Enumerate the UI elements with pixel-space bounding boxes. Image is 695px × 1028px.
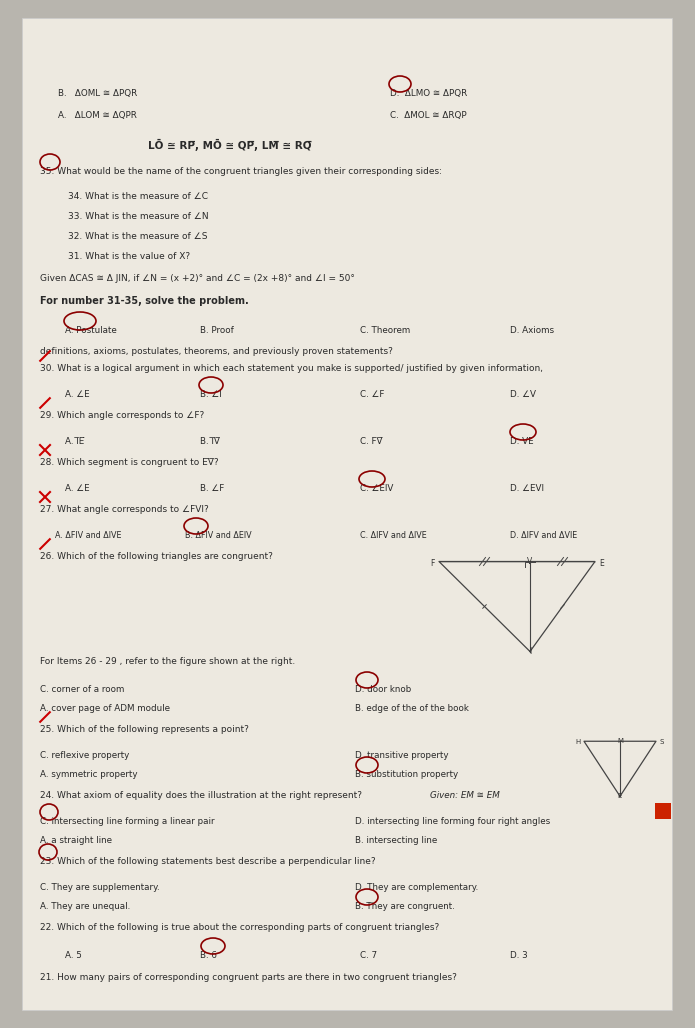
Text: A. ΔFIV and ΔIVE: A. ΔFIV and ΔIVE <box>55 531 122 540</box>
Text: B. ∠I: B. ∠I <box>200 390 222 399</box>
Text: B. 6: B. 6 <box>200 951 217 960</box>
Text: A. symmetric property: A. symmetric property <box>40 770 138 779</box>
Text: I: I <box>529 647 531 656</box>
Text: C. ∠F: C. ∠F <box>360 390 384 399</box>
Text: B. edge of the of the book: B. edge of the of the book <box>355 704 469 713</box>
Text: C. 7: C. 7 <box>360 951 377 960</box>
Text: C. They are supplementary.: C. They are supplementary. <box>40 883 160 892</box>
Text: 27. What angle corresponds to ∠FVI?: 27. What angle corresponds to ∠FVI? <box>40 505 208 514</box>
Text: A. ∠E: A. ∠E <box>65 484 90 493</box>
Text: S: S <box>659 739 663 745</box>
Text: 31. What is the value of X?: 31. What is the value of X? <box>68 252 190 261</box>
Text: B. I̅V̅: B. I̅V̅ <box>200 437 220 446</box>
Text: Given: EM ≅ EM: Given: EM ≅ EM <box>430 791 500 800</box>
Text: C. Theorem: C. Theorem <box>360 326 410 335</box>
Text: 32. What is the measure of ∠S: 32. What is the measure of ∠S <box>68 232 208 241</box>
Text: D. 3: D. 3 <box>510 951 528 960</box>
Text: 23. Which of the following statements best describe a perpendicular line?: 23. Which of the following statements be… <box>40 857 375 866</box>
Text: 29. Which angle corresponds to ∠F?: 29. Which angle corresponds to ∠F? <box>40 411 204 420</box>
Text: 21. How many pairs of corresponding congruent parts are there in two congruent t: 21. How many pairs of corresponding cong… <box>40 972 457 982</box>
Text: A.   ΔLOM ≅ ΔQPR: A. ΔLOM ≅ ΔQPR <box>58 111 137 120</box>
Text: H: H <box>575 739 581 745</box>
Text: A. a straight line: A. a straight line <box>40 836 112 845</box>
Text: D. door knob: D. door knob <box>355 685 411 694</box>
Text: LŌ ≅ RP̅, MŌ ≅ QP̅, LM̅ ≅ RQ̅: LŌ ≅ RP̅, MŌ ≅ QP̅, LM̅ ≅ RQ̅ <box>148 139 312 151</box>
Text: D. Axioms: D. Axioms <box>510 326 554 335</box>
Text: F: F <box>431 559 435 568</box>
Text: C. intersecting line forming a linear pair: C. intersecting line forming a linear pa… <box>40 817 215 827</box>
Text: For Items 26 - 29 , refer to the figure shown at the right.: For Items 26 - 29 , refer to the figure … <box>40 657 295 666</box>
FancyBboxPatch shape <box>655 803 671 819</box>
Text: definitions, axioms, postulates, theorems, and previously proven statements?: definitions, axioms, postulates, theorem… <box>40 347 393 356</box>
Text: E: E <box>618 794 622 799</box>
Text: D. intersecting line forming four right angles: D. intersecting line forming four right … <box>355 817 550 827</box>
Text: 33. What is the measure of ∠N: 33. What is the measure of ∠N <box>68 212 208 221</box>
Text: A. Postulate: A. Postulate <box>65 326 117 335</box>
Text: 22. Which of the following is true about the corresponding parts of congruent tr: 22. Which of the following is true about… <box>40 923 439 932</box>
Text: A. cover page of ADM module: A. cover page of ADM module <box>40 704 170 713</box>
Text: D. They are complementary.: D. They are complementary. <box>355 883 478 892</box>
Text: C. corner of a room: C. corner of a room <box>40 685 124 694</box>
Text: D. ∠EVI: D. ∠EVI <box>510 484 544 493</box>
Text: 30. What is a logical argument in which each statement you make is supported/ ju: 30. What is a logical argument in which … <box>40 364 543 373</box>
Text: A. 5: A. 5 <box>65 951 82 960</box>
Text: V: V <box>528 557 532 566</box>
Text: B. ΔFIV and ΔEIV: B. ΔFIV and ΔEIV <box>185 531 252 540</box>
Text: For number 31-35, solve the problem.: For number 31-35, solve the problem. <box>40 296 249 306</box>
Text: 24. What axiom of equality does the illustration at the right represent?: 24. What axiom of equality does the illu… <box>40 791 362 800</box>
Text: 35. What would be the name of the congruent triangles given their corresponding : 35. What would be the name of the congru… <box>40 167 442 176</box>
Text: A. They are unequal.: A. They are unequal. <box>40 902 130 911</box>
Text: D. transitive property: D. transitive property <box>355 751 448 760</box>
Text: A. I̅E̅: A. I̅E̅ <box>65 437 84 446</box>
Text: B. They are congruent.: B. They are congruent. <box>355 902 455 911</box>
Text: 28. Which segment is congruent to E̅V̅?: 28. Which segment is congruent to E̅V̅? <box>40 458 219 467</box>
FancyBboxPatch shape <box>22 19 672 1009</box>
Text: C. F̅V̅: C. F̅V̅ <box>360 437 382 446</box>
Text: 34. What is the measure of ∠C: 34. What is the measure of ∠C <box>68 192 208 201</box>
Text: Given ΔCAS ≅ Δ JIN, if ∠N = (x +2)° and ∠C = (2x +8)° and ∠I = 50°: Given ΔCAS ≅ Δ JIN, if ∠N = (x +2)° and … <box>40 274 355 283</box>
Text: C. reflexive property: C. reflexive property <box>40 751 129 760</box>
Text: D. ∠V: D. ∠V <box>510 390 536 399</box>
Text: M: M <box>617 738 623 744</box>
Text: D. ΔIFV and ΔVIE: D. ΔIFV and ΔVIE <box>510 531 578 540</box>
Text: E: E <box>599 559 604 568</box>
Text: B. intersecting line: B. intersecting line <box>355 836 437 845</box>
Text: 25. Which of the following represents a point?: 25. Which of the following represents a … <box>40 725 249 734</box>
Text: C.  ΔMOL ≅ ΔRQP: C. ΔMOL ≅ ΔRQP <box>390 111 466 120</box>
Text: C. ∠EIV: C. ∠EIV <box>360 484 393 493</box>
Text: C. ΔIFV and ΔIVE: C. ΔIFV and ΔIVE <box>360 531 427 540</box>
Text: B. Proof: B. Proof <box>200 326 234 335</box>
Text: B. substitution property: B. substitution property <box>355 770 458 779</box>
Text: 26. Which of the following triangles are congruent?: 26. Which of the following triangles are… <box>40 552 273 561</box>
Text: B.   ΔOML ≅ ΔPQR: B. ΔOML ≅ ΔPQR <box>58 89 137 98</box>
Text: B. ∠F: B. ∠F <box>200 484 224 493</box>
Text: D.  ΔLMO ≅ ΔPQR: D. ΔLMO ≅ ΔPQR <box>390 89 467 98</box>
Text: D. VE: D. VE <box>510 437 534 446</box>
Text: A. ∠E: A. ∠E <box>65 390 90 399</box>
